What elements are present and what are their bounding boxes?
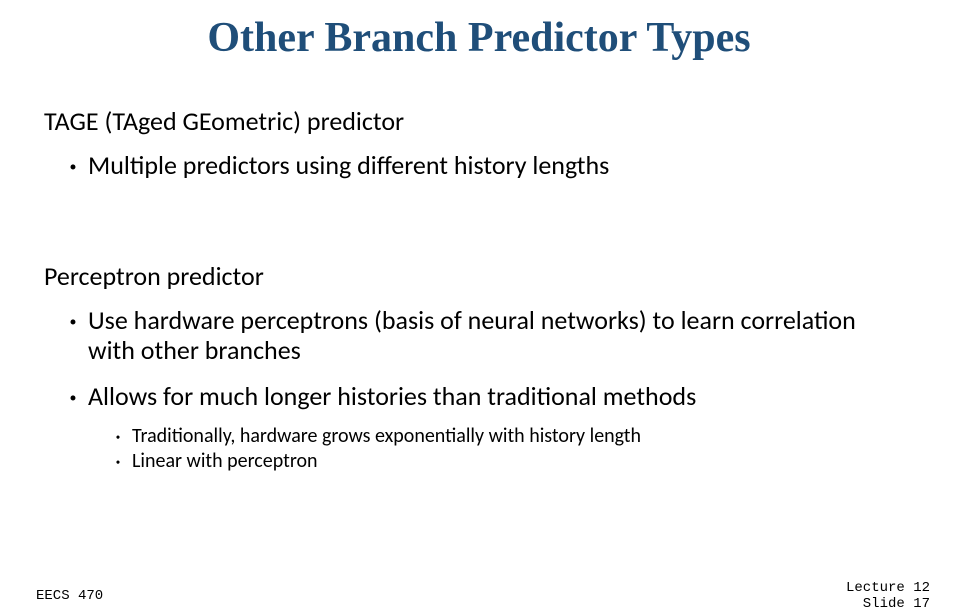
bullet-text: Linear with perceptron <box>132 449 898 474</box>
bullet-level-1: •Multiple predictors using different his… <box>58 151 898 181</box>
bullet-level-2: •Traditionally, hardware grows exponenti… <box>104 424 898 449</box>
bullet-text: Allows for much longer histories than tr… <box>88 382 898 412</box>
slide-title: Other Branch Predictor Types <box>0 14 958 62</box>
footer-slide-label: Slide 17 <box>846 596 930 612</box>
bullet-level-1: •Allows for much longer histories than t… <box>58 382 898 412</box>
footer-lecture-label: Lecture 12 <box>846 580 930 596</box>
section: Perceptron predictor•Use hardware percep… <box>44 260 898 474</box>
bullet-marker: • <box>58 382 88 406</box>
bullet-marker: • <box>58 151 88 175</box>
slide: Other Branch Predictor Types TAGE (TAged… <box>0 0 958 612</box>
bullet-level-2: •Linear with perceptron <box>104 449 898 474</box>
bullet-text: Use hardware perceptrons (basis of neura… <box>88 306 898 366</box>
bullet-marker: • <box>58 306 88 330</box>
footer-course-code: EECS 470 <box>36 588 103 604</box>
section-heading: TAGE (TAged GEometric) predictor <box>44 105 898 137</box>
bullet-text: Multiple predictors using different hist… <box>88 151 898 181</box>
bullet-level-1: •Use hardware perceptrons (basis of neur… <box>58 306 898 366</box>
section: TAGE (TAged GEometric) predictor •Multipl… <box>44 105 898 189</box>
bullet-text: Traditionally, hardware grows exponentia… <box>132 424 898 449</box>
bullet-marker: • <box>104 424 132 443</box>
section-heading: Perceptron predictor <box>44 260 898 292</box>
footer-slide-number: Lecture 12 Slide 17 <box>846 580 930 612</box>
bullet-marker: • <box>104 449 132 468</box>
